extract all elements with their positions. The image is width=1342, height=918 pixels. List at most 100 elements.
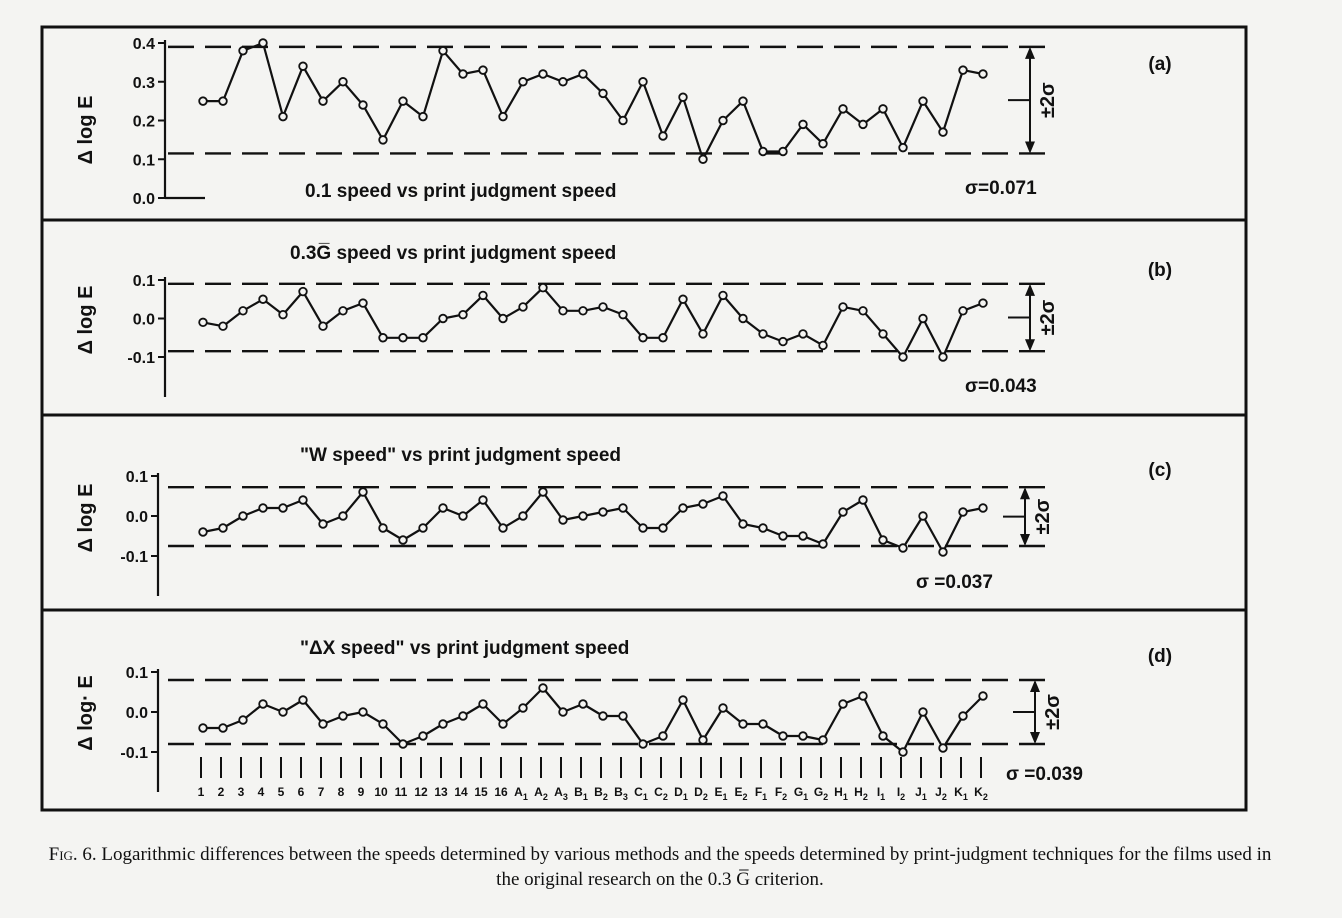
y-tick-label: -0.1 (120, 549, 148, 566)
sigma-arrowhead-down (1025, 339, 1035, 352)
data-point (838, 302, 848, 312)
data-point (898, 747, 908, 757)
y-tick-label: 0.0 (133, 312, 155, 329)
data-point (318, 96, 328, 106)
x-tick-label: G1 (794, 785, 808, 802)
data-point (638, 739, 648, 749)
data-point (858, 691, 868, 701)
data-point (958, 711, 968, 721)
data-point (858, 306, 868, 316)
x-tick-label: 10 (374, 785, 388, 799)
sigma-arrowhead-up (1020, 487, 1030, 500)
data-point (358, 100, 368, 110)
data-point (938, 352, 948, 362)
data-point (898, 543, 908, 553)
data-point (818, 539, 828, 549)
series-line (203, 686, 984, 754)
data-point (318, 321, 328, 331)
chart-title: 0.3G̅ speed vs print judgment speed (290, 243, 616, 264)
x-tick-label: C2 (654, 785, 668, 802)
data-point (678, 695, 688, 705)
x-tick-label: J2 (935, 785, 947, 802)
data-point (978, 691, 988, 701)
panel-label: (b) (1148, 260, 1172, 281)
data-point (278, 309, 288, 320)
x-tick-label: F1 (755, 785, 767, 802)
data-point (698, 499, 708, 509)
data-point (618, 503, 628, 513)
data-point (798, 731, 808, 741)
data-point (918, 96, 928, 106)
x-tick-label: D1 (674, 785, 688, 802)
y-tick-label: 0.1 (133, 273, 155, 290)
data-point (758, 329, 768, 339)
data-point (538, 69, 548, 79)
two-sigma-label: ±2σ (1042, 694, 1064, 730)
y-axis-label: Δ log· E (75, 675, 97, 750)
data-point (558, 77, 568, 87)
panel-label: (c) (1148, 460, 1171, 481)
sigma-value: σ =0.037 (916, 572, 993, 593)
data-point (738, 313, 748, 324)
y-tick-label: 0.0 (126, 509, 148, 526)
data-point (438, 313, 448, 324)
data-point (578, 511, 588, 521)
data-point (338, 511, 348, 521)
y-tick-label: 0.1 (126, 665, 148, 682)
data-point (718, 703, 728, 713)
data-point (758, 523, 768, 533)
data-point (458, 69, 468, 79)
data-point (418, 523, 428, 533)
data-point (418, 111, 428, 122)
x-tick-label: 9 (358, 785, 365, 799)
data-point (238, 306, 248, 316)
sigma-arrowhead-down (1025, 141, 1035, 154)
x-tick-label: F2 (775, 785, 787, 802)
data-point (418, 731, 428, 741)
data-point (358, 487, 368, 497)
y-axis-label: Δ log E (75, 96, 97, 165)
figure-frame (40, 25, 1248, 812)
data-point (218, 321, 228, 331)
data-point (458, 511, 468, 521)
data-point (398, 535, 408, 545)
data-point (438, 46, 448, 56)
sigma-arrowhead-up (1025, 46, 1035, 59)
data-point (278, 503, 288, 513)
data-point (678, 503, 688, 513)
data-point (538, 283, 548, 293)
x-tick-label: C1 (634, 785, 648, 802)
sigma-value: σ=0.043 (965, 376, 1037, 397)
y-axis-label: Δ log E (75, 286, 97, 355)
data-point (818, 735, 828, 745)
data-point (298, 61, 308, 71)
data-point (918, 707, 928, 717)
data-point (478, 65, 488, 75)
y-tick-label: 0.3 (133, 75, 155, 92)
data-point (778, 146, 788, 157)
data-point (478, 495, 488, 505)
data-point (198, 317, 208, 328)
x-tick-label: A3 (554, 785, 568, 802)
data-point (778, 731, 788, 741)
data-point (378, 333, 388, 343)
data-point (698, 735, 708, 745)
data-point (618, 711, 628, 721)
data-point (258, 294, 268, 304)
data-point (818, 340, 828, 351)
data-point (878, 329, 888, 339)
data-point (278, 707, 288, 717)
panel-c: 0.1 0.0 -0.1 Δ log E ±2σ (c) "W speed" vs prin… (42, 413, 1246, 596)
panel-a: 0.4 0.3 0.2 0.1 0.0 Δ log E ±2σ (a) 0.1 speed vs… (75, 36, 1172, 208)
x-tick-label: B2 (594, 785, 608, 802)
data-point (978, 69, 988, 79)
data-point (758, 719, 768, 729)
x-tick-label: B3 (614, 785, 628, 802)
x-tick-label: 3 (238, 785, 245, 799)
data-point (318, 519, 328, 529)
x-tick-label: E1 (714, 785, 727, 802)
y-tick-label: -0.1 (120, 745, 148, 762)
data-point (518, 511, 528, 521)
sigma-arrowhead-down (1030, 732, 1040, 744)
data-point (378, 719, 388, 729)
